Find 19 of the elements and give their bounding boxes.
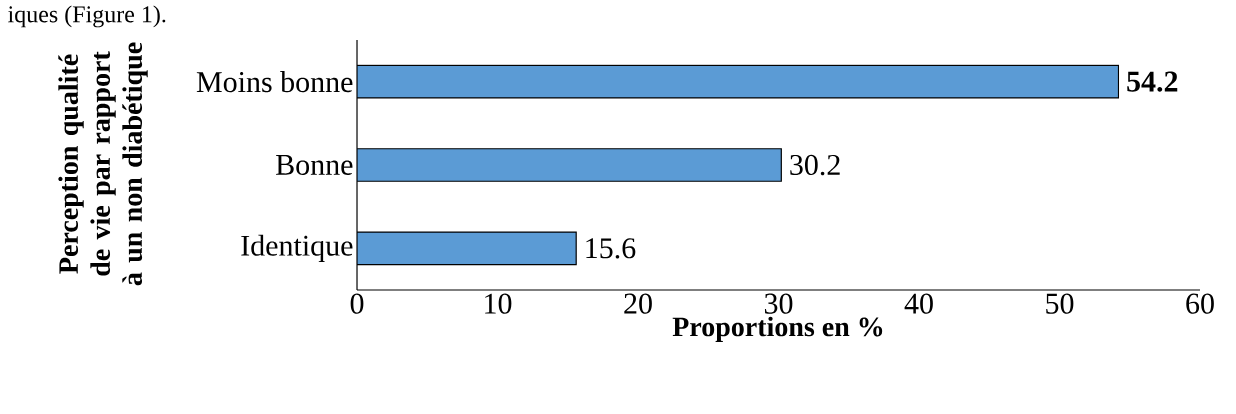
x-tick-label: 60 bbox=[1186, 293, 1214, 314]
y-tick-label: Bonne bbox=[276, 155, 353, 175]
y-tick-label: Moins bonne bbox=[196, 71, 353, 93]
x-tick-label: 50 bbox=[1046, 293, 1074, 314]
y-axis-title: Perception qualité de vie par rapport à un non diabétique bbox=[58, 42, 148, 286]
x-tick-label: 0 bbox=[350, 293, 364, 314]
x-tick-label: 30 bbox=[764, 293, 793, 314]
data-label: 15.6 bbox=[586, 238, 636, 259]
text: iques (Figure 1). bbox=[8, 5, 166, 28]
x-tick-label: 40 bbox=[904, 293, 933, 314]
data-label: 30.2 bbox=[790, 154, 840, 176]
data-label: 54.2 bbox=[1127, 71, 1178, 92]
bar bbox=[357, 231, 577, 266]
bar bbox=[357, 148, 782, 182]
x-tick-label: 10 bbox=[485, 293, 512, 314]
bar bbox=[357, 64, 1120, 99]
x-axis-title: Proportions en % bbox=[672, 316, 883, 343]
x-tick-label: 20 bbox=[624, 293, 652, 314]
y-tick-label: Identique bbox=[241, 234, 353, 262]
